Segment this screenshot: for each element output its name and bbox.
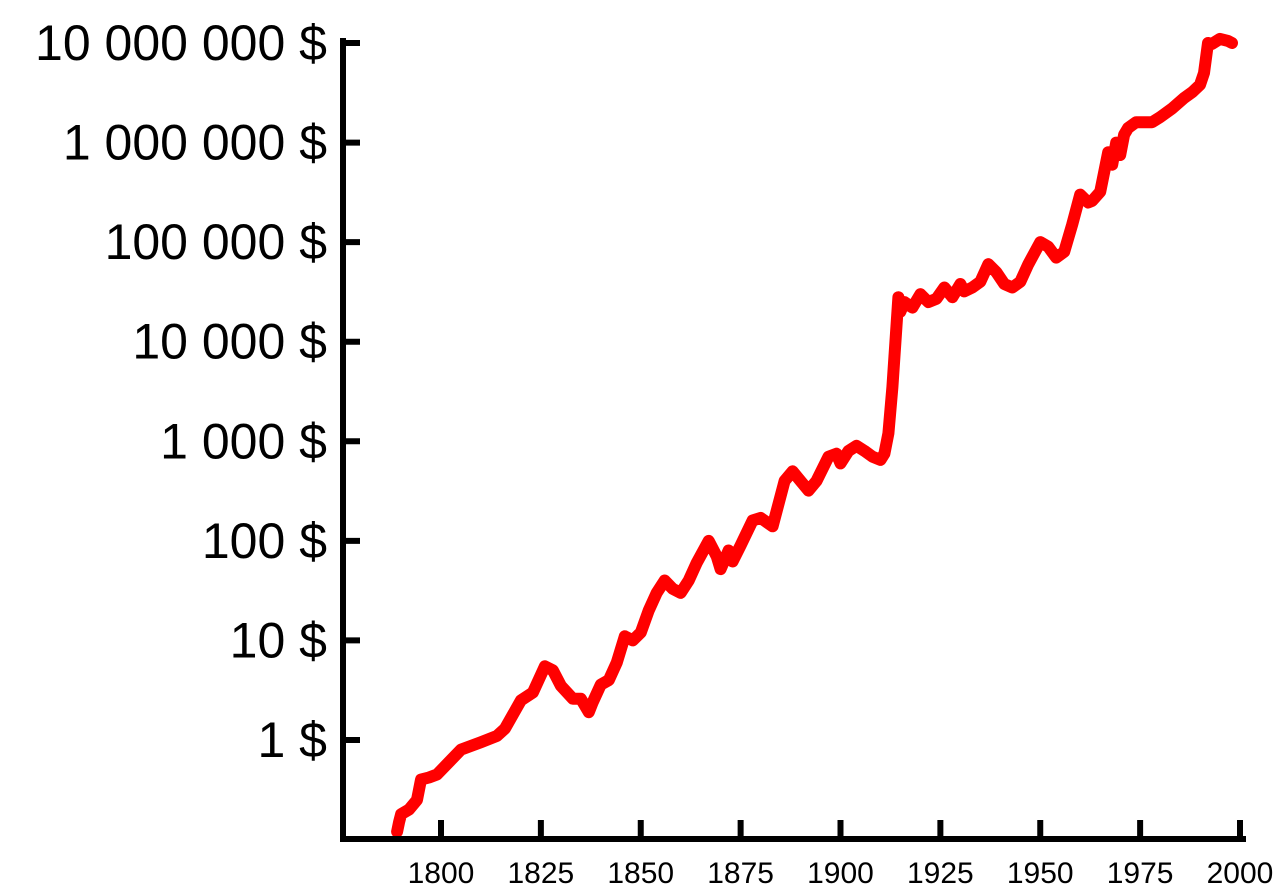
x-tick-label: 1900 xyxy=(807,857,874,890)
x-tick-label: 1800 xyxy=(408,857,475,890)
x-ticks: 1800 1825 1850 1875 1900 1925 1950 1975 2000 xyxy=(408,820,1274,890)
y-ticks: 1 $ 10 $ 100 $ 1 000 $ 10 000 $ 100 000 $ 1 00… xyxy=(35,15,360,768)
y-tick-label: 1 $ xyxy=(257,712,327,768)
x-tick-label: 1950 xyxy=(1007,857,1074,890)
y-tick-label: 100 $ xyxy=(202,513,327,569)
x-tick-label: 1875 xyxy=(707,857,774,890)
x-tick-label: 1925 xyxy=(907,857,974,890)
series-line-layer xyxy=(391,32,1238,838)
y-tick-label: 1 000 $ xyxy=(160,413,327,469)
x-tick-label: 1850 xyxy=(607,857,674,890)
x-tick-label: 2000 xyxy=(1207,857,1274,890)
series-line xyxy=(391,32,1238,838)
y-tick-label: 1 000 000 $ xyxy=(63,115,327,171)
x-tick-label: 1975 xyxy=(1107,857,1174,890)
y-tick-label: 10 000 $ xyxy=(132,314,327,370)
y-tick-label: 100 000 $ xyxy=(105,214,327,270)
x-tick-label: 1825 xyxy=(508,857,575,890)
y-tick-label: 10 $ xyxy=(230,612,327,668)
y-tick-label: 10 000 000 $ xyxy=(35,15,327,71)
